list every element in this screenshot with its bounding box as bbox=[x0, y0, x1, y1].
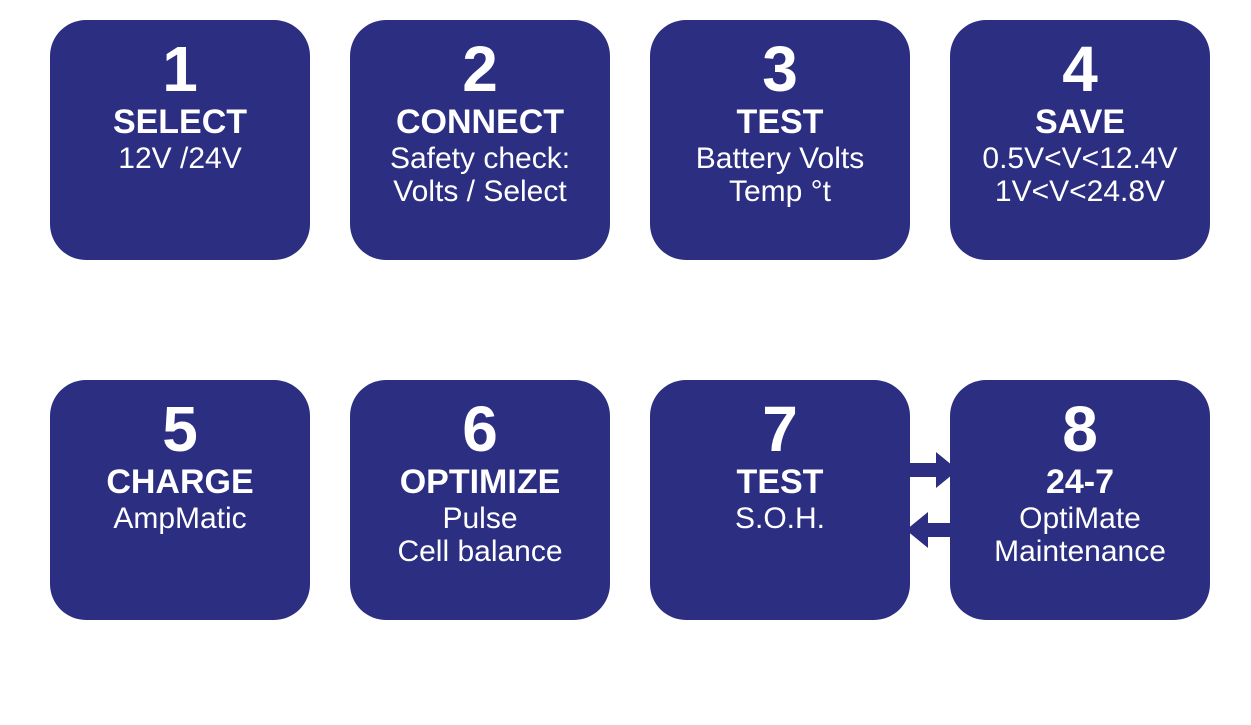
step-line: 0.5V<V<12.4V bbox=[950, 142, 1210, 175]
step-number: 8 bbox=[950, 394, 1210, 464]
step-number: 7 bbox=[650, 394, 910, 464]
step-line: Temp °t bbox=[650, 175, 910, 208]
step-line: 1V<V<24.8V bbox=[950, 175, 1210, 208]
tile-step-3: 3 TEST Battery Volts Temp °t bbox=[650, 20, 910, 260]
step-number: 4 bbox=[950, 34, 1210, 104]
step-line: Battery Volts bbox=[650, 142, 910, 175]
step-line: S.O.H. bbox=[650, 502, 910, 535]
step-line: Safety check: bbox=[350, 142, 610, 175]
step-line: AmpMatic bbox=[50, 502, 310, 535]
step-line: Cell balance bbox=[350, 535, 610, 568]
step-line: Pulse bbox=[350, 502, 610, 535]
step-title: CONNECT bbox=[350, 104, 610, 141]
tile-step-6: 6 OPTIMIZE Pulse Cell balance bbox=[350, 380, 610, 620]
step-title: TEST bbox=[650, 464, 910, 501]
tile-step-4: 4 SAVE 0.5V<V<12.4V 1V<V<24.8V bbox=[950, 20, 1210, 260]
step-line: Maintenance bbox=[950, 535, 1210, 568]
step-line: Volts / Select bbox=[350, 175, 610, 208]
step-number: 3 bbox=[650, 34, 910, 104]
steps-diagram: 1 SELECT 12V /24V 2 CONNECT Safety check… bbox=[0, 0, 1251, 725]
step-title: CHARGE bbox=[50, 464, 310, 501]
step-title: TEST bbox=[650, 104, 910, 141]
tile-step-2: 2 CONNECT Safety check: Volts / Select bbox=[350, 20, 610, 260]
arrow-left-icon bbox=[906, 512, 958, 548]
step-number: 5 bbox=[50, 394, 310, 464]
step-title: SAVE bbox=[950, 104, 1210, 141]
tile-step-8: 8 24-7 OptiMate Maintenance bbox=[950, 380, 1210, 620]
step-number: 2 bbox=[350, 34, 610, 104]
step-line: OptiMate bbox=[950, 502, 1210, 535]
step-line: 12V /24V bbox=[50, 142, 310, 175]
tile-step-1: 1 SELECT 12V /24V bbox=[50, 20, 310, 260]
step-number: 6 bbox=[350, 394, 610, 464]
step-number: 1 bbox=[50, 34, 310, 104]
tile-step-7: 7 TEST S.O.H. bbox=[650, 380, 910, 620]
step-title: 24-7 bbox=[950, 464, 1210, 501]
arrow-right-icon bbox=[906, 452, 958, 488]
step-title: SELECT bbox=[50, 104, 310, 141]
step-title: OPTIMIZE bbox=[350, 464, 610, 501]
tile-step-5: 5 CHARGE AmpMatic bbox=[50, 380, 310, 620]
